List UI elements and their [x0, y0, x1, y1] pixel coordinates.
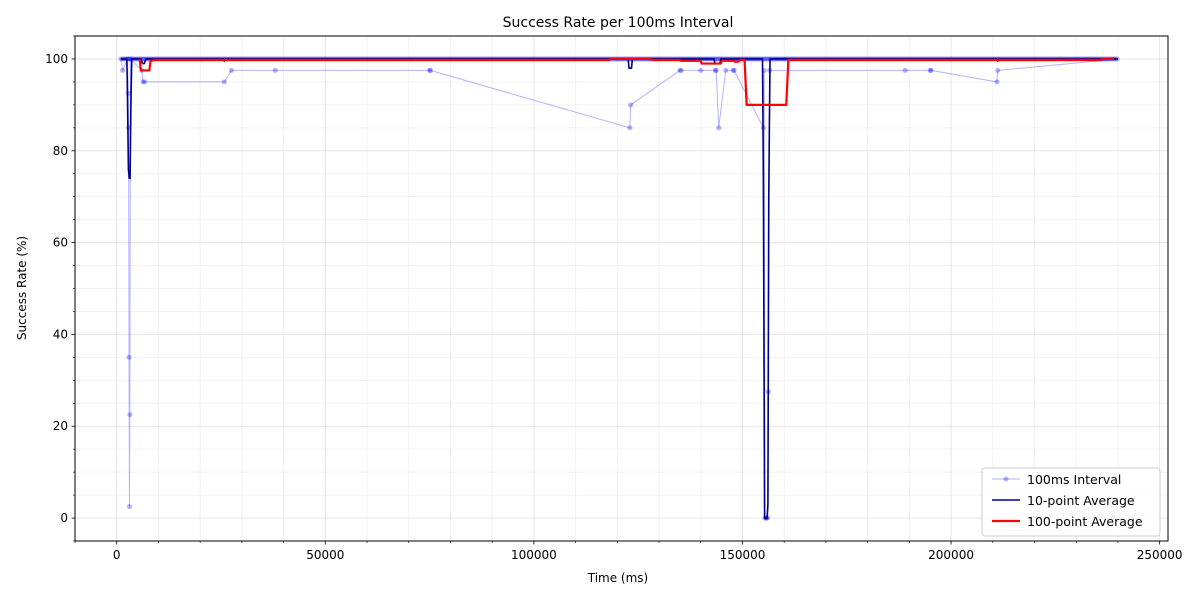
marker-point: [120, 67, 126, 73]
chart-legend: 100ms Interval 10-point Average 100-poin…: [981, 467, 1161, 537]
marker-point: [677, 67, 683, 73]
y-tick-label: 0: [60, 511, 68, 525]
marker-point: [228, 67, 234, 73]
y-axis-label: Success Rate (%): [15, 236, 29, 340]
x-tick-label: 0: [113, 548, 121, 562]
marker-point: [928, 67, 934, 73]
marker-point: [628, 102, 634, 108]
marker-point: [723, 67, 729, 73]
legend-label-10-point-average: 10-point Average: [1027, 493, 1135, 508]
y-tick-label: 40: [53, 327, 68, 341]
legend-marker-100ms-interval: [1003, 476, 1009, 482]
y-tick-label: 100: [45, 52, 68, 66]
marker-point: [126, 504, 132, 510]
y-tick-label: 20: [53, 419, 68, 433]
marker-point: [764, 56, 770, 62]
series-line-100-point-average: [138, 57, 1114, 106]
marker-point: [698, 67, 704, 73]
marker-point: [716, 125, 722, 131]
x-tick-label: 150000: [720, 548, 766, 562]
marker-point: [715, 56, 721, 62]
x-tick-label: 100000: [511, 548, 557, 562]
marker-point: [127, 412, 133, 418]
marker-point: [678, 67, 684, 73]
marker-point: [272, 67, 278, 73]
marker-point: [140, 79, 146, 85]
marker-point: [730, 67, 736, 73]
legend-item-10-point-average: 10-point Average: [992, 493, 1135, 508]
marker-point: [762, 56, 768, 62]
series-line-10-point-average: [120, 58, 1118, 519]
marker-point: [994, 79, 1000, 85]
marker-point: [427, 67, 433, 73]
legend-label-100ms-interval: 100ms Interval: [1027, 472, 1121, 487]
marker-point: [627, 125, 633, 131]
legend-frame: [981, 467, 1161, 537]
legend-label-100-point-average: 100-point Average: [1027, 514, 1143, 529]
y-tick-label: 60: [53, 236, 68, 250]
marker-point: [927, 67, 933, 73]
series-layer: [118, 56, 1120, 521]
x-tick-label: 200000: [928, 548, 974, 562]
grid-lines: [74, 35, 1168, 542]
marker-point: [126, 354, 132, 360]
legend-item-100ms-interval: 100ms Interval: [992, 472, 1121, 487]
marker-point: [427, 67, 433, 73]
marker-point: [714, 56, 720, 62]
marker-point: [712, 67, 718, 73]
y-tick-label: 80: [53, 144, 68, 158]
axis-ticks: 0 50000 100000 150000 200000 250000 0 20 40 60 80 1…: [45, 35, 1183, 562]
chart-title: Success Rate per 100ms Interval: [503, 15, 734, 31]
legend-item-100-point-average: 100-point Average: [992, 514, 1143, 529]
marker-point: [731, 67, 737, 73]
marker-point: [221, 79, 227, 85]
marker-point: [126, 56, 132, 62]
x-tick-label: 250000: [1137, 548, 1183, 562]
marker-point: [142, 79, 148, 85]
marker-point: [995, 67, 1001, 73]
x-tick-label: 50000: [306, 548, 344, 562]
marker-point: [902, 67, 908, 73]
x-axis-label: Time (ms): [587, 571, 649, 585]
marker-point: [713, 67, 719, 73]
